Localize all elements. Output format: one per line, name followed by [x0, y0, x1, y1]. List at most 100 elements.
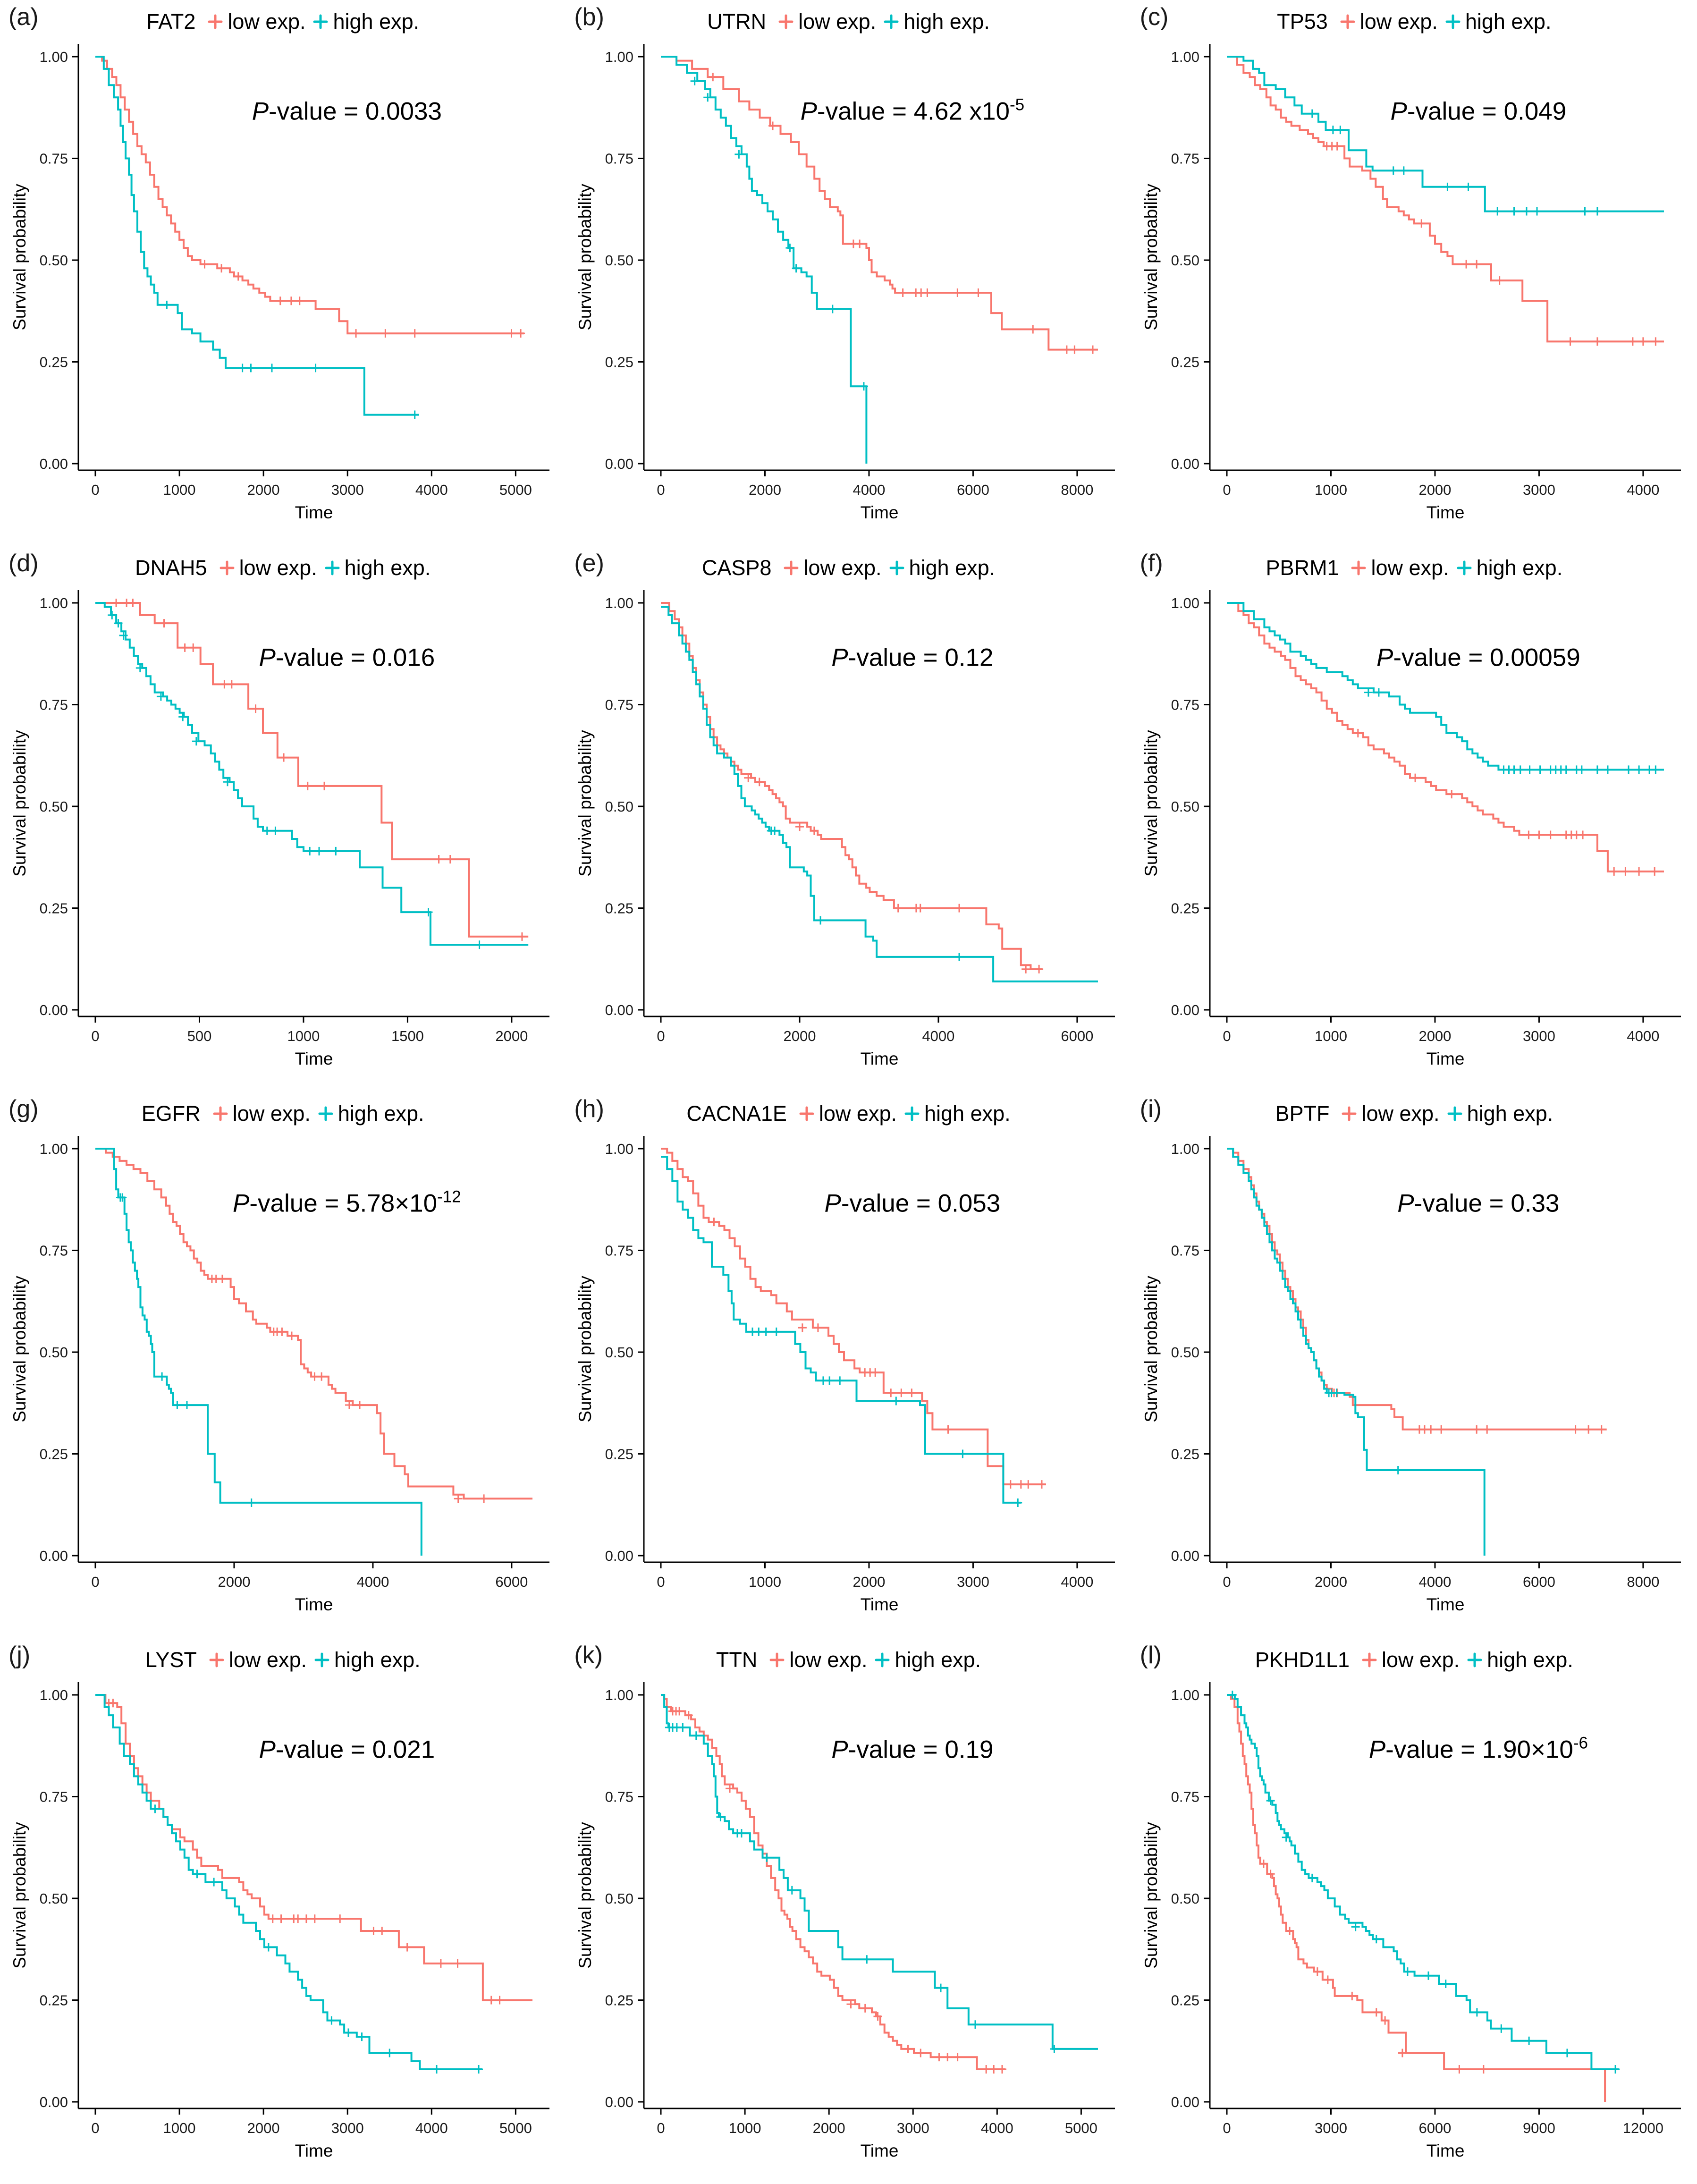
panel-header: PKHD1L1 low exp. high exp. — [1131, 1646, 1697, 1674]
pvalue-body: -value = 0.053 — [841, 1190, 1000, 1218]
censor-mark-low — [1398, 2049, 1407, 2057]
x-tick-label: 2000 — [853, 1574, 886, 1590]
censor-mark-low — [352, 329, 361, 338]
censor-mark-high — [955, 952, 964, 961]
censor-mark-low — [180, 643, 189, 652]
x-tick-label: 9000 — [1523, 2120, 1555, 2136]
x-tick-label: 2000 — [247, 2120, 280, 2136]
censor-mark-low — [516, 329, 525, 338]
censor-mark-high — [178, 712, 187, 721]
y-tick-label: 0.50 — [40, 798, 68, 815]
censor-mark-low — [1524, 830, 1533, 839]
censor-mark-high — [344, 2028, 353, 2037]
censor-mark-low — [453, 1959, 462, 1968]
censor-mark-low — [276, 296, 285, 305]
legend-cross-icon-low — [1351, 560, 1366, 575]
pvalue-exponent: -12 — [437, 1188, 461, 1206]
censor-mark-high — [223, 777, 232, 786]
censor-mark-low — [1584, 1425, 1593, 1434]
legend-label-high: high exp. — [344, 555, 431, 580]
pvalue-text: P-value = 0.053 — [825, 1190, 1001, 1218]
pvalue-body: -value = 0.0033 — [269, 98, 442, 126]
legend-label-low: low exp. — [819, 1101, 897, 1126]
km-panel: (k) TTN low exp. high exp. 0.00 0.25 0.50 0… — [566, 1638, 1131, 2184]
y-tick-label: 0.25 — [40, 1446, 68, 1463]
censor-mark-low — [768, 121, 777, 130]
censor-mark-low — [886, 1388, 895, 1397]
y-axis-title: Survival probability — [575, 1276, 595, 1422]
legend-label-high: high exp. — [924, 1101, 1011, 1126]
y-tick-label: 1.00 — [605, 1687, 633, 1703]
y-tick-label: 0.50 — [40, 252, 68, 269]
censor-mark-low — [1417, 219, 1426, 228]
km-plot: 0.00 0.25 0.50 0.75 1.00 0 1000 2000 3000 4000 500… — [10, 44, 550, 522]
pvalue-text: P-value = 0.19 — [832, 1735, 994, 1763]
censor-mark-low — [943, 2052, 952, 2061]
censor-mark-high — [1651, 765, 1660, 774]
pvalue-body: -value = 0.19 — [848, 1735, 994, 1763]
panel-header: EGFR low exp. high exp. — [0, 1100, 566, 1128]
km-curve-high — [1226, 56, 1664, 212]
pvalue-italic-p: P — [832, 643, 849, 671]
censor-mark-low — [234, 272, 243, 281]
x-tick-label: 4000 — [415, 482, 448, 498]
censor-mark-low — [336, 1914, 345, 1923]
censor-mark-high — [1328, 126, 1337, 135]
x-tick-label: 2000 — [496, 1028, 528, 1044]
legend-label-low: low exp. — [1361, 1101, 1440, 1126]
pvalue-body: -value = 1.90×10 — [1385, 1735, 1573, 1763]
censor-mark-low — [916, 904, 925, 912]
x-tick-label: 3000 — [1315, 2120, 1347, 2136]
censor-mark-high — [1580, 207, 1589, 216]
legend-label-high: high exp. — [1487, 1647, 1573, 1672]
km-panel: (j) LYST low exp. high exp. 0.00 0.25 0.50… — [0, 1638, 566, 2184]
legend-item-high: high exp. — [1466, 1648, 1573, 1672]
legend-label-high: high exp. — [338, 1101, 424, 1126]
legend-label-high: high exp. — [1476, 555, 1563, 580]
censor-mark-low — [434, 855, 443, 863]
censor-mark-low — [935, 2052, 944, 2061]
censor-mark-high — [1308, 1873, 1317, 1882]
censor-mark-low — [218, 1274, 227, 1283]
legend-item-high: high exp. — [317, 1101, 424, 1126]
legend-cross-icon-high — [313, 14, 328, 29]
censor-mark-low — [953, 288, 962, 297]
censor-mark-low — [454, 1494, 463, 1503]
censor-mark-low — [1546, 830, 1555, 839]
y-tick-label: 0.50 — [605, 252, 633, 269]
legend-cross-icon-high — [1445, 14, 1461, 29]
x-tick-label: 1000 — [1315, 482, 1347, 498]
y-axis-title: Survival probability — [575, 1821, 595, 1968]
panel-header: FAT2 low exp. high exp. — [0, 8, 566, 36]
gene-name: LYST — [145, 1647, 197, 1672]
legend-cross-icon-high — [904, 1106, 920, 1121]
pvalue-italic-p: P — [1376, 643, 1393, 671]
x-tick-label: 2000 — [1418, 1028, 1451, 1044]
censor-mark-low — [160, 618, 169, 627]
censor-mark-low — [437, 1959, 446, 1968]
legend-item-low: low exp. — [212, 1101, 311, 1126]
panel-header: CACNA1E low exp. high exp. — [566, 1100, 1131, 1128]
censor-mark-high — [135, 663, 144, 672]
y-tick-label: 1.00 — [1171, 1687, 1199, 1703]
censor-mark-low — [480, 1494, 489, 1503]
censor-mark-low — [861, 2004, 870, 2013]
censor-mark-low — [1650, 867, 1659, 876]
y-tick-label: 0.25 — [40, 1992, 68, 2008]
censor-mark-low — [320, 781, 329, 790]
y-tick-label: 0.00 — [605, 1002, 633, 1018]
panel-letter: (d) — [8, 549, 39, 577]
censor-mark-low — [1029, 325, 1038, 334]
pvalue-italic-p: P — [801, 98, 818, 126]
gene-name: PKHD1L1 — [1255, 1647, 1350, 1672]
censor-mark-low — [989, 2065, 998, 2074]
x-tick-label: 6000 — [496, 1574, 528, 1590]
censor-mark-high — [862, 1955, 871, 1964]
legend-label-low: low exp. — [239, 555, 317, 580]
censor-mark-high — [1562, 765, 1570, 774]
censor-mark-high — [157, 692, 166, 701]
y-tick-label: 1.00 — [40, 49, 68, 65]
y-tick-label: 0.75 — [605, 151, 633, 167]
km-curve-high — [95, 1148, 422, 1556]
pvalue-body: -value = 0.00059 — [1393, 643, 1580, 671]
